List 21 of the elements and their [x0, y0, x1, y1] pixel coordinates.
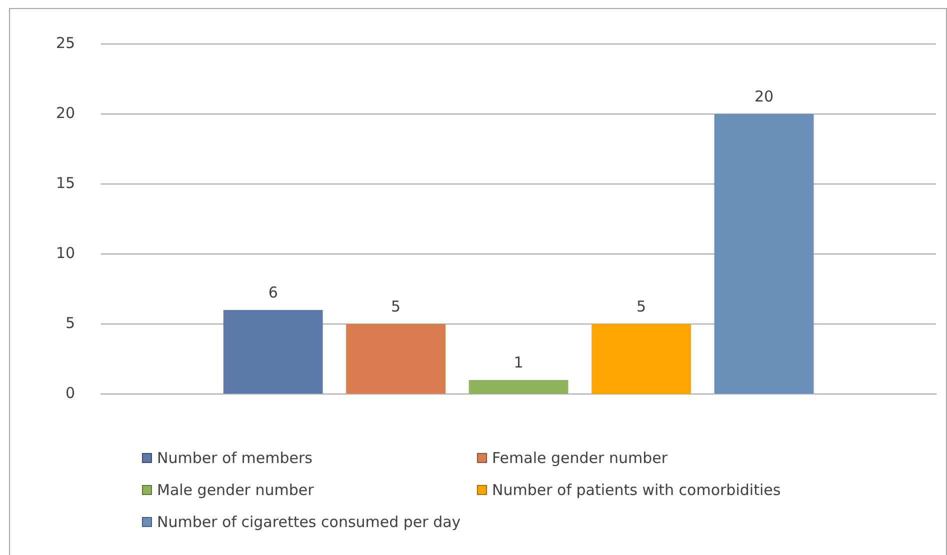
y-tick-label: 5: [66, 314, 76, 332]
bar: [346, 324, 446, 394]
data-label: 1: [514, 353, 524, 372]
y-tick-label: 25: [56, 34, 76, 52]
legend-label: Male gender number: [157, 481, 314, 499]
bar: [592, 324, 691, 394]
legend-label: Number of cigarettes consumed per day: [157, 513, 461, 531]
bar: [468, 380, 568, 394]
legend-label: Number of members: [157, 449, 312, 467]
y-tick-label: 10: [56, 244, 76, 262]
legend-label: Number of patients with comorbidities: [492, 481, 781, 499]
y-tick-label: 0: [66, 384, 76, 402]
bar: [223, 310, 323, 394]
legend-label: Female gender number: [492, 449, 668, 467]
y-tick-label: 15: [56, 174, 76, 192]
data-label: 5: [636, 297, 646, 316]
bar: [714, 114, 814, 394]
data-label: 20: [754, 87, 774, 106]
y-tick-label: 20: [56, 104, 76, 122]
data-label: 5: [391, 297, 401, 316]
data-label: 6: [268, 283, 278, 302]
